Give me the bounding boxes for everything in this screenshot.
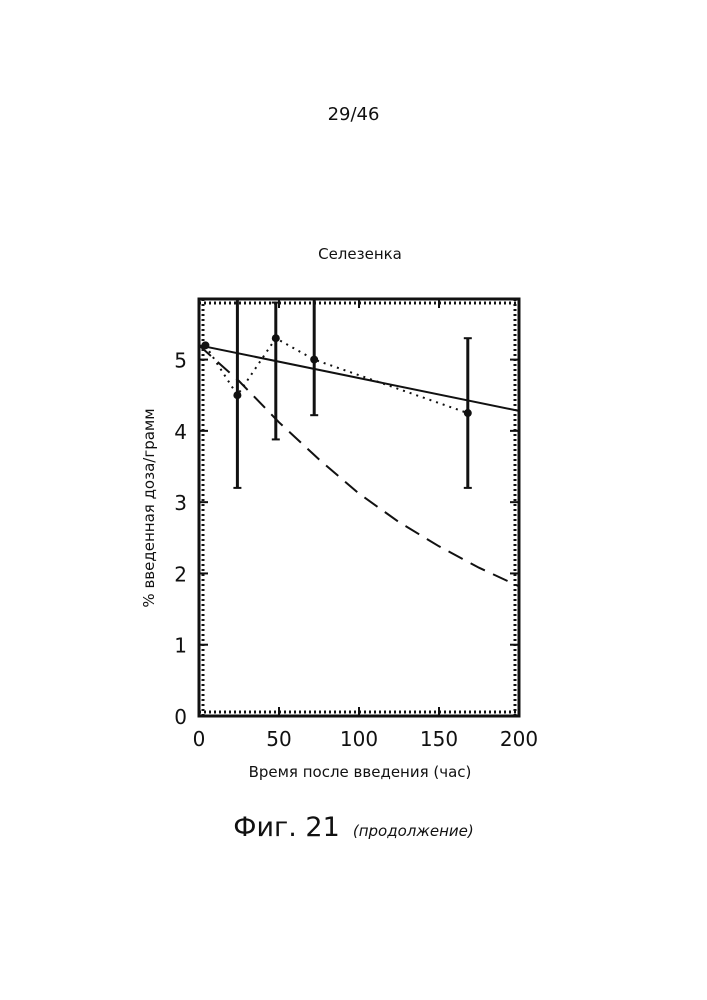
series-line-solid: [199, 345, 519, 411]
data-point: [310, 356, 318, 364]
y-tick-label: 3: [174, 491, 187, 515]
x-tick-label: 50: [266, 727, 291, 751]
y-tick-label: 4: [174, 420, 187, 444]
series-line-dashed: [199, 345, 519, 586]
y-tick-label: 0: [174, 705, 187, 729]
data-point: [272, 334, 280, 342]
figure-caption-note: (продолжение): [353, 822, 474, 840]
data-point: [201, 341, 209, 349]
x-tick-label: 150: [420, 727, 458, 751]
y-axis-label: % введенная доза/грамм: [140, 408, 158, 607]
data-point: [464, 409, 472, 417]
y-tick-label: 5: [174, 349, 187, 373]
plot-frame: [199, 299, 519, 716]
x-tick-label: 200: [500, 727, 538, 751]
x-axis-label: Время после введения (час): [249, 763, 472, 781]
series-line-dotted: [205, 338, 467, 413]
data-point: [233, 391, 241, 399]
x-tick-label: 100: [340, 727, 378, 751]
y-tick-label: 1: [174, 634, 187, 658]
x-tick-label: 0: [193, 727, 206, 751]
figure-caption-label: Фиг. 21: [233, 812, 340, 843]
plot-area: 0 50 100 150 200 0 1 2 3 4 5: [174, 299, 538, 751]
figure-caption: Фиг. 21 (продолжение): [0, 812, 707, 843]
y-tick-label: 2: [174, 562, 187, 586]
chart-title: Селезенка: [318, 245, 402, 263]
